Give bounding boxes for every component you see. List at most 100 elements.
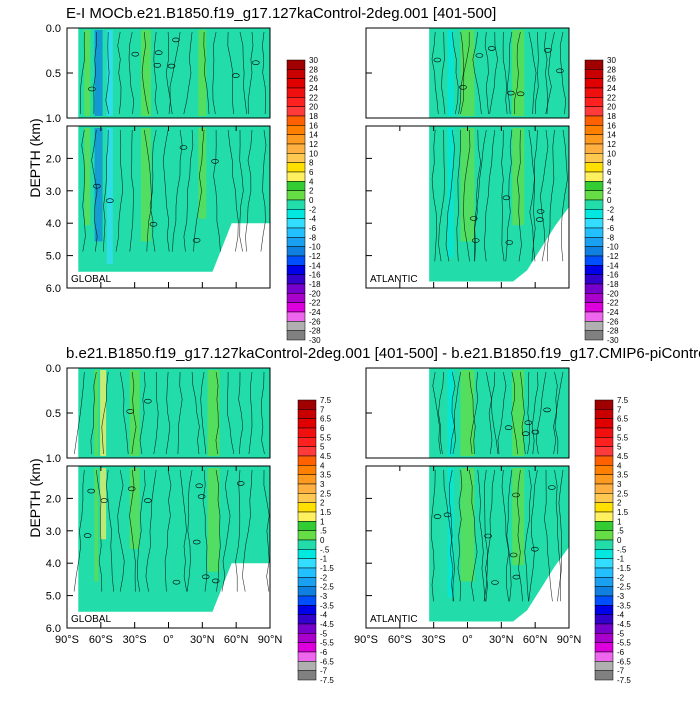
colorbar-label: -26 [309, 317, 321, 326]
colorbar-swatch [286, 255, 306, 266]
colorbar-label: 0 [617, 536, 622, 545]
colorbar-label: 22 [309, 93, 318, 102]
colorbar-swatch [286, 246, 306, 257]
colorbar-swatch [286, 190, 306, 201]
colorbar-swatch [286, 218, 306, 229]
contour-line-upper [131, 371, 137, 455]
zero-contour-marker [149, 222, 158, 227]
contour-line-lower [468, 469, 478, 602]
contour-line-upper [203, 31, 210, 115]
x-tick-label: 30°S [123, 634, 147, 646]
colorbar-label: 5 [320, 443, 325, 452]
x-tick-label: 30°S [422, 634, 446, 646]
contour-line-lower [179, 469, 187, 592]
zero-contour-marker [126, 409, 134, 414]
colorbar-label: .5 [617, 527, 624, 536]
zero-contour-marker [547, 485, 556, 490]
contour-line-lower [193, 129, 205, 252]
colorbar-label: 30 [309, 56, 318, 65]
colorbar-label: 3.5 [617, 471, 629, 480]
contour-line-lower [485, 469, 496, 602]
field-band-lower [100, 468, 107, 540]
colorbar-swatch [594, 399, 614, 410]
colorbar-label: .5 [320, 527, 327, 536]
zero-contour-marker [131, 51, 140, 57]
colorbar-swatch [594, 623, 614, 634]
colorbar-label: 24 [309, 84, 318, 93]
colorbar-label: -30 [309, 336, 321, 345]
zero-contour-marker [106, 198, 114, 203]
contour-line-upper [489, 31, 498, 115]
colorbar-label: -28 [607, 327, 619, 336]
x-tick-label: 90°N [258, 634, 283, 646]
colorbar-label: 1 [617, 517, 622, 526]
colorbar-swatch [584, 274, 604, 285]
colorbar-label: 14 [607, 131, 616, 140]
contour-line-upper [431, 31, 439, 115]
colorbar-swatch [286, 134, 306, 145]
colorbar-label: 8 [607, 159, 612, 168]
field-band-lower [460, 128, 475, 242]
contour-line-lower [81, 129, 86, 252]
colorbar-label: 28 [309, 65, 318, 74]
colorbar-label: 30 [607, 56, 616, 65]
colorbar-label: -10 [309, 243, 321, 252]
colorbar-swatch [594, 418, 614, 429]
contour-line-lower [524, 469, 532, 602]
colorbar-swatch [286, 78, 306, 89]
colorbar-label: 22 [607, 93, 616, 102]
colorbar-swatch [297, 614, 317, 625]
colorbar-swatch [286, 293, 306, 303]
colorbar-label: 6 [617, 424, 622, 433]
colorbar-label: -2.5 [617, 583, 631, 592]
x-tick-label: 90°N [557, 634, 582, 646]
contour-line-upper [227, 31, 234, 115]
contour-line-lower [477, 469, 486, 602]
contour-line-upper [484, 31, 489, 115]
contour-line-upper [497, 371, 507, 455]
panel-label-atlantic: ATLANTIC [370, 614, 418, 625]
colorbar-label: 5 [617, 443, 622, 452]
field-band-upper [129, 370, 140, 456]
contour-line-lower [528, 469, 538, 602]
colorbar-swatch [286, 106, 306, 117]
y-tick-label: 1.0 [46, 453, 61, 465]
colorbar-swatch [594, 511, 614, 522]
colorbar-label: 12 [607, 140, 616, 149]
contour-line-lower [129, 469, 136, 592]
x-tick-label: 60°N [224, 634, 249, 646]
colorbar-swatch [286, 321, 306, 331]
colorbar-label: 26 [309, 75, 318, 84]
x-tick-label: 0° [462, 634, 473, 646]
colorbar-label: -6 [607, 224, 615, 233]
field-band-lower [198, 128, 207, 219]
contour-line-upper [470, 371, 479, 455]
colorbar-swatch [297, 539, 317, 550]
colorbar-swatch [594, 670, 614, 681]
zero-contour-marker [100, 498, 108, 503]
colorbar-label: -22 [309, 299, 321, 308]
contour-line-upper [183, 31, 193, 115]
colorbar-swatch [297, 623, 317, 634]
lower-field-fill [78, 126, 271, 272]
colorbar-swatch [594, 642, 614, 653]
zero-contour-marker [172, 37, 180, 43]
contour-line-lower [517, 469, 523, 602]
contour-line-upper [239, 31, 247, 115]
contour-line-upper [535, 31, 539, 115]
contour-line-upper [141, 31, 149, 115]
colorbar-label: -20 [607, 289, 619, 298]
colorbar-label: -4.5 [617, 620, 631, 629]
zero-contour-marker [505, 240, 514, 245]
colorbar-swatch [297, 483, 317, 494]
colorbar-label: -20 [309, 289, 321, 298]
colorbar-label: 2 [617, 499, 622, 508]
colorbar-label: -2 [617, 573, 625, 582]
field-band-lower [207, 468, 220, 572]
zero-contour-marker [195, 483, 204, 489]
contour-line-upper [139, 371, 146, 455]
contour-line-lower [540, 129, 549, 262]
colorbar-label: -3 [617, 592, 625, 601]
contour-line-lower [506, 469, 513, 602]
zero-contour-marker [469, 216, 478, 221]
